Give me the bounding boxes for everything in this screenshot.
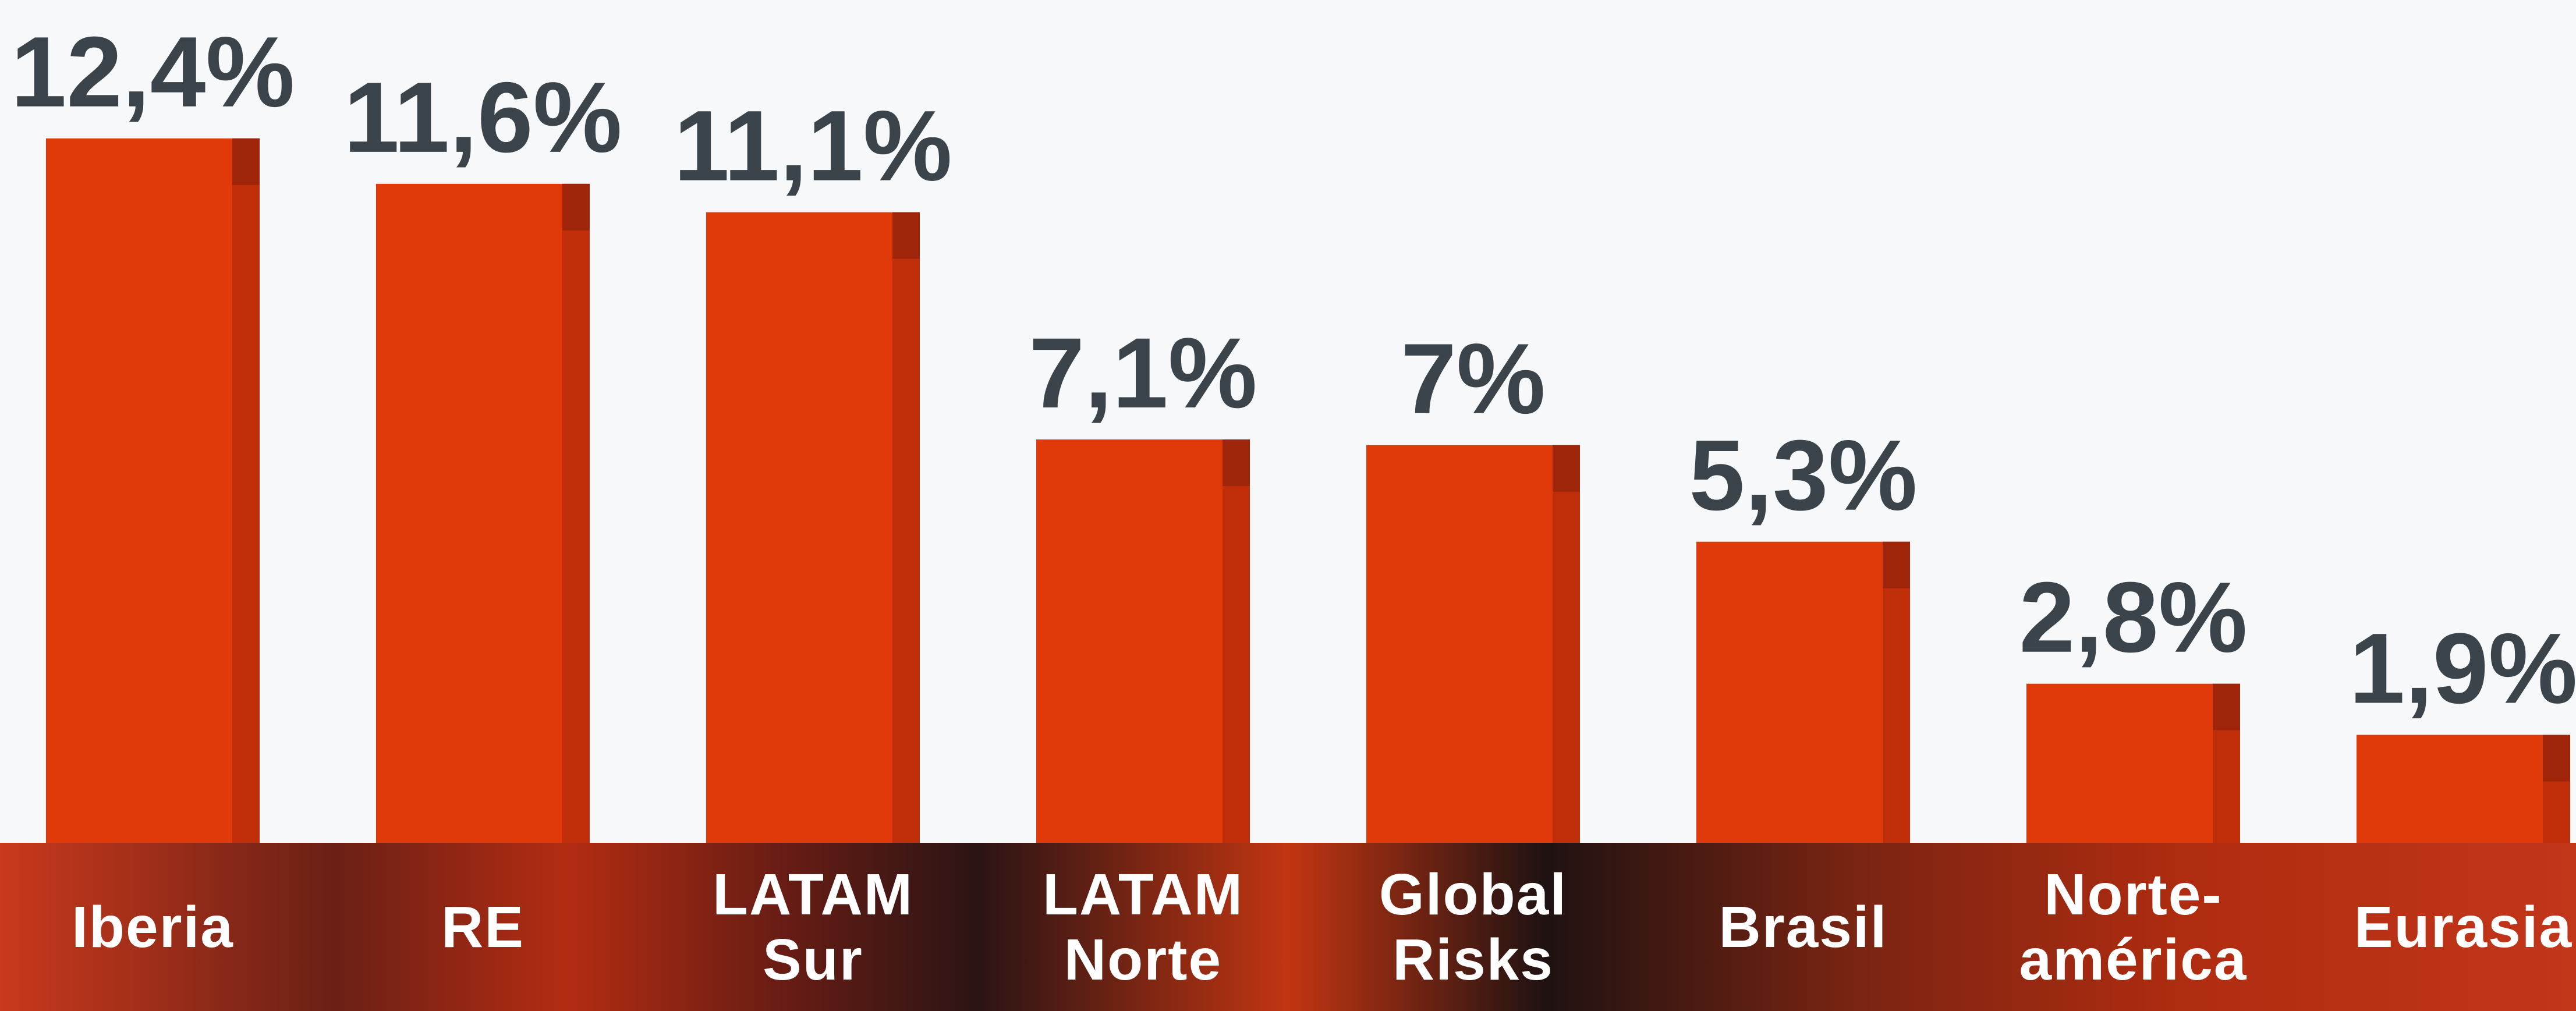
bar: [1366, 445, 1553, 843]
bar-shade: [562, 183, 590, 843]
bar-shade: [232, 138, 260, 843]
bar-shade-top: [892, 212, 920, 259]
bar-shade-top: [1223, 439, 1250, 487]
value-label: 7%: [1401, 323, 1546, 435]
category-label: Eurasia: [2354, 894, 2573, 960]
value-label: 1,9%: [2349, 613, 2576, 725]
bar-shade: [1553, 445, 1580, 843]
bar-shade: [892, 212, 920, 843]
category-cell: LATAM Norte: [990, 843, 1296, 1011]
bar: [376, 183, 562, 843]
category-cell: Norte-américa: [1980, 843, 2286, 1011]
category-label: Global Risks: [1379, 861, 1568, 992]
value-label: 12,4%: [11, 16, 295, 128]
bar-shade-top: [1883, 541, 1910, 588]
bar-shade: [1223, 439, 1250, 843]
bar: [46, 138, 232, 843]
bar: [2357, 735, 2543, 843]
category-label: LATAM Sur: [712, 861, 914, 992]
category-band: Iberia RE LATAM Sur LATAM Norte Global Risks…: [0, 843, 2576, 1011]
bar-shade: [1883, 541, 1910, 843]
bar: [1696, 541, 1883, 843]
bar-shade-top: [2543, 735, 2570, 782]
category-cell: Eurasia: [2311, 843, 2576, 1011]
category-label: Brasil: [1718, 894, 1888, 960]
bar: [706, 212, 892, 843]
value-label: 11,1%: [674, 90, 952, 202]
value-label: 5,3%: [1689, 420, 1917, 531]
category-cell: Iberia: [0, 843, 306, 1011]
category-label: LATAM Norte: [1042, 861, 1244, 992]
category-label: Iberia: [72, 894, 234, 960]
category-cell: RE: [330, 843, 636, 1011]
category-cell: Brasil: [1650, 843, 1956, 1011]
bar-shade-top: [1553, 445, 1580, 492]
value-label: 2,8%: [2019, 562, 2247, 673]
bar-shade-top: [232, 138, 260, 185]
category-label: Norte-américa: [2019, 861, 2248, 992]
category-cell: LATAM Sur: [660, 843, 966, 1011]
value-label: 7,1%: [1029, 317, 1257, 429]
bar: [1036, 439, 1223, 843]
category-cell: Global Risks: [1320, 843, 1626, 1011]
bar-shade-top: [562, 183, 590, 230]
category-label: RE: [441, 894, 525, 960]
bar: [2026, 683, 2213, 843]
bar-shade-top: [2213, 683, 2240, 730]
value-label: 11,6%: [343, 62, 622, 173]
